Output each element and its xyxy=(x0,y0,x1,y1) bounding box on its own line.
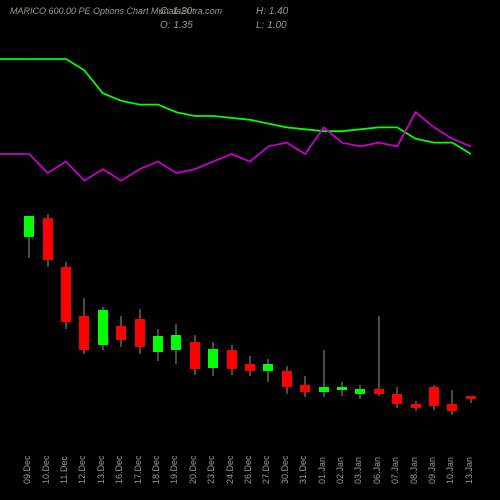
x-tick-label: 20.Dec xyxy=(188,455,198,484)
plot-area xyxy=(20,40,480,420)
candle-body xyxy=(227,350,237,369)
candle-body xyxy=(98,310,108,345)
x-tick-label: 06.Jan xyxy=(372,457,382,484)
candle-body xyxy=(466,396,476,399)
candle xyxy=(447,40,457,420)
candle xyxy=(24,40,34,420)
x-tick-label: 10.Jan xyxy=(445,457,455,484)
x-tick-label: 03.Jan xyxy=(353,457,363,484)
ohlc-high: H: 1.40 xyxy=(256,6,288,17)
x-tick-label: 19.Dec xyxy=(169,455,179,484)
candle-body xyxy=(355,389,365,394)
x-tick-label: 24.Dec xyxy=(225,455,235,484)
candle xyxy=(392,40,402,420)
candle-body xyxy=(374,389,384,394)
candle-body xyxy=(61,267,71,323)
candle xyxy=(300,40,310,420)
candle xyxy=(466,40,476,420)
x-tick-label: 10.Dec xyxy=(41,455,51,484)
candle xyxy=(374,40,384,420)
candle xyxy=(208,40,218,420)
candle xyxy=(98,40,108,420)
candle xyxy=(282,40,292,420)
candle-body xyxy=(447,404,457,411)
candle xyxy=(337,40,347,420)
candle xyxy=(227,40,237,420)
x-tick-label: 02.Jan xyxy=(335,457,345,484)
candle-body xyxy=(319,387,329,392)
candle xyxy=(411,40,421,420)
candle xyxy=(153,40,163,420)
x-tick-label: 01.Jan xyxy=(317,457,327,484)
ohlc-close: C: 1.20 xyxy=(160,6,192,17)
candle-body xyxy=(429,387,439,406)
ohlc-open: O: 1.35 xyxy=(160,20,193,31)
candle-body xyxy=(43,218,53,260)
x-tick-label: 12.Dec xyxy=(77,455,87,484)
candle xyxy=(429,40,439,420)
chart-root: MARICO 600.00 PE Options Chart MunafaSut… xyxy=(0,0,500,500)
x-tick-label: 30.Dec xyxy=(280,455,290,484)
x-tick-label: 23.Dec xyxy=(206,455,216,484)
candle-body xyxy=(153,336,163,352)
x-tick-label: 09.Dec xyxy=(22,455,32,484)
candle xyxy=(79,40,89,420)
candle xyxy=(263,40,273,420)
candle xyxy=(61,40,71,420)
candle-body xyxy=(337,387,347,390)
x-tick-label: 13.Dec xyxy=(96,455,106,484)
x-axis-labels: 09.Dec 10.Dec 11.Dec 12.Dec 13.Dec 16.Dec 17.D… xyxy=(20,420,480,490)
x-tick-label: 17.Dec xyxy=(133,455,143,484)
x-tick-label: 07.Jan xyxy=(390,457,400,484)
candle-body xyxy=(79,316,89,351)
x-tick-label: 13.Jan xyxy=(464,457,474,484)
candle-body xyxy=(190,342,200,370)
candle xyxy=(135,40,145,420)
candle-body xyxy=(24,216,34,237)
candle-wick xyxy=(378,316,379,396)
x-tick-label: 31.Dec xyxy=(298,455,308,484)
ohlc-low: L: 1.00 xyxy=(256,20,287,31)
candle-body xyxy=(135,319,145,347)
candle-body xyxy=(392,394,402,404)
candle-body xyxy=(208,349,218,368)
candle xyxy=(355,40,365,420)
candle-body xyxy=(411,404,421,407)
candle-body xyxy=(245,364,255,371)
candle xyxy=(190,40,200,420)
candle xyxy=(43,40,53,420)
x-tick-label: 11.Dec xyxy=(59,456,69,484)
candle xyxy=(116,40,126,420)
candle xyxy=(319,40,329,420)
candle-body xyxy=(282,371,292,387)
candle-body xyxy=(171,335,181,351)
x-tick-label: 18.Dec xyxy=(151,455,161,484)
candle xyxy=(171,40,181,420)
x-tick-label: 26.Dec xyxy=(243,455,253,484)
x-tick-label: 16.Dec xyxy=(114,455,124,484)
candle-body xyxy=(263,364,273,371)
candle-body xyxy=(300,385,310,392)
x-tick-label: 27.Dec xyxy=(261,455,271,484)
x-tick-label: 09.Jan xyxy=(427,457,437,484)
candle xyxy=(245,40,255,420)
candle-body xyxy=(116,326,126,340)
x-tick-label: 08.Jan xyxy=(409,457,419,484)
